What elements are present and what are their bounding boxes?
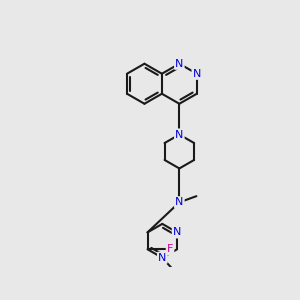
Text: N: N <box>173 227 181 237</box>
Text: N: N <box>175 59 184 69</box>
Text: N: N <box>158 253 166 263</box>
Text: F: F <box>167 244 173 254</box>
Text: N: N <box>175 197 184 207</box>
Text: N: N <box>193 69 201 79</box>
Text: N: N <box>175 130 184 140</box>
